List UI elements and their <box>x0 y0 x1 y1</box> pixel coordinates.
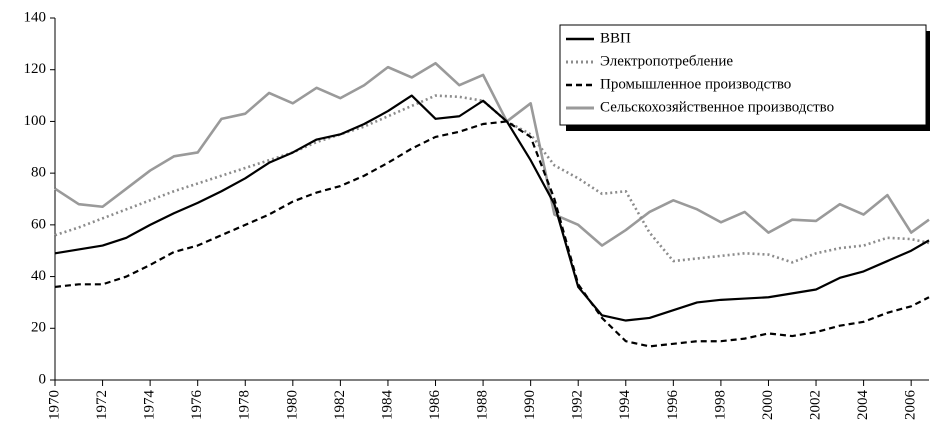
x-tick-label: 1986 <box>427 390 443 421</box>
x-tick-label: 2004 <box>855 390 871 421</box>
y-tick-label: 40 <box>31 268 46 284</box>
legend-label: Электропотребление <box>600 53 733 69</box>
legend-label: ВВП <box>600 30 631 46</box>
y-tick-label: 20 <box>31 320 46 336</box>
x-tick-label: 1990 <box>522 390 538 420</box>
legend-label: Промышленное производство <box>600 76 791 92</box>
y-tick-label: 140 <box>24 9 47 25</box>
x-tick-label: 1982 <box>332 390 348 420</box>
y-tick-label: 60 <box>31 216 46 232</box>
y-tick-label: 0 <box>39 371 47 387</box>
series-line <box>54 61 930 247</box>
x-tick-label: 1972 <box>94 390 110 420</box>
x-tick-label: 1992 <box>570 390 586 420</box>
series-line <box>54 94 930 264</box>
x-tick-label: 1976 <box>189 390 205 421</box>
x-tick-label: 1998 <box>712 390 728 420</box>
x-tick-label: 2000 <box>760 390 776 420</box>
y-tick-label: 120 <box>24 61 47 77</box>
x-tick-label: 1980 <box>284 390 300 420</box>
y-tick-label: 80 <box>31 165 46 181</box>
legend <box>559 24 927 126</box>
x-tick-label: 2002 <box>807 390 823 420</box>
legend-label: Сельскохозяйственное производство <box>600 99 834 115</box>
series-line <box>54 94 930 322</box>
x-tick-label: 1978 <box>237 390 253 420</box>
x-tick-label: 1984 <box>379 390 395 421</box>
x-tick-label: 1988 <box>475 390 491 420</box>
x-tick-label: 1994 <box>617 390 633 421</box>
y-tick-label: 100 <box>24 113 47 129</box>
x-tick-label: 1970 <box>46 390 62 420</box>
x-tick-label: 1996 <box>665 390 681 421</box>
series-line <box>54 120 930 348</box>
x-tick-label: 2006 <box>903 390 919 421</box>
x-tick-label: 1974 <box>142 390 158 421</box>
